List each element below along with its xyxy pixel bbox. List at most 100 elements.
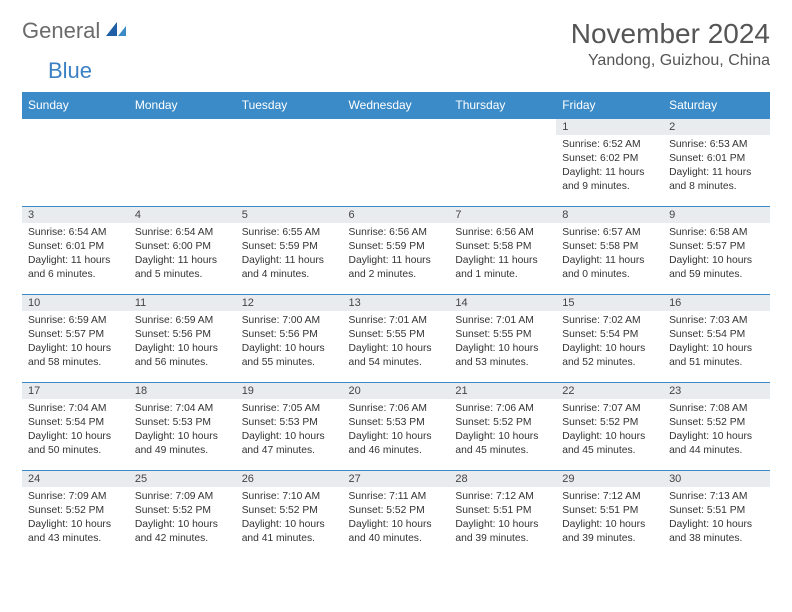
daylight-line1: Daylight: 11 hours [455, 254, 550, 268]
day-cell: 3Sunrise: 6:54 AMSunset: 6:01 PMDaylight… [22, 207, 129, 295]
empty-cell [22, 119, 129, 207]
day-content: Sunrise: 7:03 AMSunset: 5:54 PMDaylight:… [663, 311, 770, 376]
daylight-line1: Daylight: 10 hours [669, 430, 764, 444]
day-cell: 9Sunrise: 6:58 AMSunset: 5:57 PMDaylight… [663, 207, 770, 295]
day-content: Sunrise: 7:05 AMSunset: 5:53 PMDaylight:… [236, 399, 343, 464]
sunset-line: Sunset: 5:52 PM [669, 416, 764, 430]
brand-part2: Blue [48, 58, 92, 84]
sunrise-line: Sunrise: 7:10 AM [242, 490, 337, 504]
day-number: 20 [343, 383, 450, 399]
day-number: 24 [22, 471, 129, 487]
day-content: Sunrise: 7:00 AMSunset: 5:56 PMDaylight:… [236, 311, 343, 376]
daylight-line1: Daylight: 10 hours [455, 342, 550, 356]
daylight-line1: Daylight: 10 hours [349, 430, 444, 444]
daylight-line1: Daylight: 10 hours [242, 342, 337, 356]
daylight-line2: and 49 minutes. [135, 444, 230, 458]
day-content: Sunrise: 6:53 AMSunset: 6:01 PMDaylight:… [663, 135, 770, 200]
day-number: 3 [22, 207, 129, 223]
sunrise-line: Sunrise: 7:12 AM [562, 490, 657, 504]
day-number: 6 [343, 207, 450, 223]
day-number: 7 [449, 207, 556, 223]
day-number: 8 [556, 207, 663, 223]
day-content: Sunrise: 7:04 AMSunset: 5:53 PMDaylight:… [129, 399, 236, 464]
daylight-line2: and 43 minutes. [28, 532, 123, 546]
sunrise-line: Sunrise: 6:55 AM [242, 226, 337, 240]
sunset-line: Sunset: 5:54 PM [562, 328, 657, 342]
sunset-line: Sunset: 5:56 PM [135, 328, 230, 342]
sunset-line: Sunset: 6:01 PM [669, 152, 764, 166]
daylight-line1: Daylight: 11 hours [669, 166, 764, 180]
week-row: 1Sunrise: 6:52 AMSunset: 6:02 PMDaylight… [22, 119, 770, 207]
day-cell: 28Sunrise: 7:12 AMSunset: 5:51 PMDayligh… [449, 471, 556, 559]
day-cell: 26Sunrise: 7:10 AMSunset: 5:52 PMDayligh… [236, 471, 343, 559]
sail-icon [106, 20, 128, 43]
week-row: 10Sunrise: 6:59 AMSunset: 5:57 PMDayligh… [22, 295, 770, 383]
day-number: 13 [343, 295, 450, 311]
sunrise-line: Sunrise: 6:53 AM [669, 138, 764, 152]
day-content: Sunrise: 7:09 AMSunset: 5:52 PMDaylight:… [129, 487, 236, 552]
sunrise-line: Sunrise: 7:06 AM [349, 402, 444, 416]
sunrise-line: Sunrise: 6:58 AM [669, 226, 764, 240]
day-number: 28 [449, 471, 556, 487]
sunrise-line: Sunrise: 6:54 AM [135, 226, 230, 240]
day-number: 12 [236, 295, 343, 311]
dayhead-fri: Friday [556, 92, 663, 119]
sunset-line: Sunset: 5:52 PM [242, 504, 337, 518]
dayhead-mon: Monday [129, 92, 236, 119]
daylight-line2: and 4 minutes. [242, 268, 337, 282]
daylight-line1: Daylight: 11 hours [242, 254, 337, 268]
sunrise-line: Sunrise: 7:00 AM [242, 314, 337, 328]
sunrise-line: Sunrise: 6:57 AM [562, 226, 657, 240]
daylight-line2: and 40 minutes. [349, 532, 444, 546]
sunset-line: Sunset: 6:00 PM [135, 240, 230, 254]
day-number: 27 [343, 471, 450, 487]
week-row: 24Sunrise: 7:09 AMSunset: 5:52 PMDayligh… [22, 471, 770, 559]
day-cell: 25Sunrise: 7:09 AMSunset: 5:52 PMDayligh… [129, 471, 236, 559]
day-cell: 18Sunrise: 7:04 AMSunset: 5:53 PMDayligh… [129, 383, 236, 471]
day-cell: 20Sunrise: 7:06 AMSunset: 5:53 PMDayligh… [343, 383, 450, 471]
empty-cell [449, 119, 556, 207]
daylight-line2: and 44 minutes. [669, 444, 764, 458]
day-content: Sunrise: 6:59 AMSunset: 5:56 PMDaylight:… [129, 311, 236, 376]
sunrise-line: Sunrise: 7:12 AM [455, 490, 550, 504]
sunset-line: Sunset: 5:56 PM [242, 328, 337, 342]
day-cell: 6Sunrise: 6:56 AMSunset: 5:59 PMDaylight… [343, 207, 450, 295]
day-number: 16 [663, 295, 770, 311]
sunset-line: Sunset: 5:55 PM [349, 328, 444, 342]
sunrise-line: Sunrise: 7:04 AM [135, 402, 230, 416]
day-cell: 23Sunrise: 7:08 AMSunset: 5:52 PMDayligh… [663, 383, 770, 471]
day-content: Sunrise: 7:09 AMSunset: 5:52 PMDaylight:… [22, 487, 129, 552]
day-content: Sunrise: 7:11 AMSunset: 5:52 PMDaylight:… [343, 487, 450, 552]
daylight-line1: Daylight: 10 hours [669, 254, 764, 268]
day-content: Sunrise: 6:58 AMSunset: 5:57 PMDaylight:… [663, 223, 770, 288]
sunset-line: Sunset: 5:53 PM [135, 416, 230, 430]
day-content: Sunrise: 7:02 AMSunset: 5:54 PMDaylight:… [556, 311, 663, 376]
sunset-line: Sunset: 5:58 PM [455, 240, 550, 254]
day-content: Sunrise: 7:10 AMSunset: 5:52 PMDaylight:… [236, 487, 343, 552]
dayhead-sat: Saturday [663, 92, 770, 119]
daylight-line2: and 45 minutes. [562, 444, 657, 458]
day-cell: 29Sunrise: 7:12 AMSunset: 5:51 PMDayligh… [556, 471, 663, 559]
day-number: 11 [129, 295, 236, 311]
sunrise-line: Sunrise: 7:04 AM [28, 402, 123, 416]
daylight-line1: Daylight: 10 hours [28, 518, 123, 532]
dayhead-sun: Sunday [22, 92, 129, 119]
sunset-line: Sunset: 5:53 PM [349, 416, 444, 430]
daylight-line2: and 39 minutes. [455, 532, 550, 546]
day-number: 26 [236, 471, 343, 487]
day-cell: 7Sunrise: 6:56 AMSunset: 5:58 PMDaylight… [449, 207, 556, 295]
brand-logo: General [22, 18, 130, 44]
daylight-line2: and 55 minutes. [242, 356, 337, 370]
sunset-line: Sunset: 5:59 PM [242, 240, 337, 254]
day-cell: 10Sunrise: 6:59 AMSunset: 5:57 PMDayligh… [22, 295, 129, 383]
sunrise-line: Sunrise: 7:01 AM [455, 314, 550, 328]
day-number: 9 [663, 207, 770, 223]
calendar-page: General November 2024 Yandong, Guizhou, … [0, 0, 792, 577]
day-cell: 22Sunrise: 7:07 AMSunset: 5:52 PMDayligh… [556, 383, 663, 471]
sunrise-line: Sunrise: 7:13 AM [669, 490, 764, 504]
empty-cell [129, 119, 236, 207]
daylight-line2: and 6 minutes. [28, 268, 123, 282]
sunrise-line: Sunrise: 7:02 AM [562, 314, 657, 328]
day-content: Sunrise: 7:06 AMSunset: 5:53 PMDaylight:… [343, 399, 450, 464]
week-row: 17Sunrise: 7:04 AMSunset: 5:54 PMDayligh… [22, 383, 770, 471]
